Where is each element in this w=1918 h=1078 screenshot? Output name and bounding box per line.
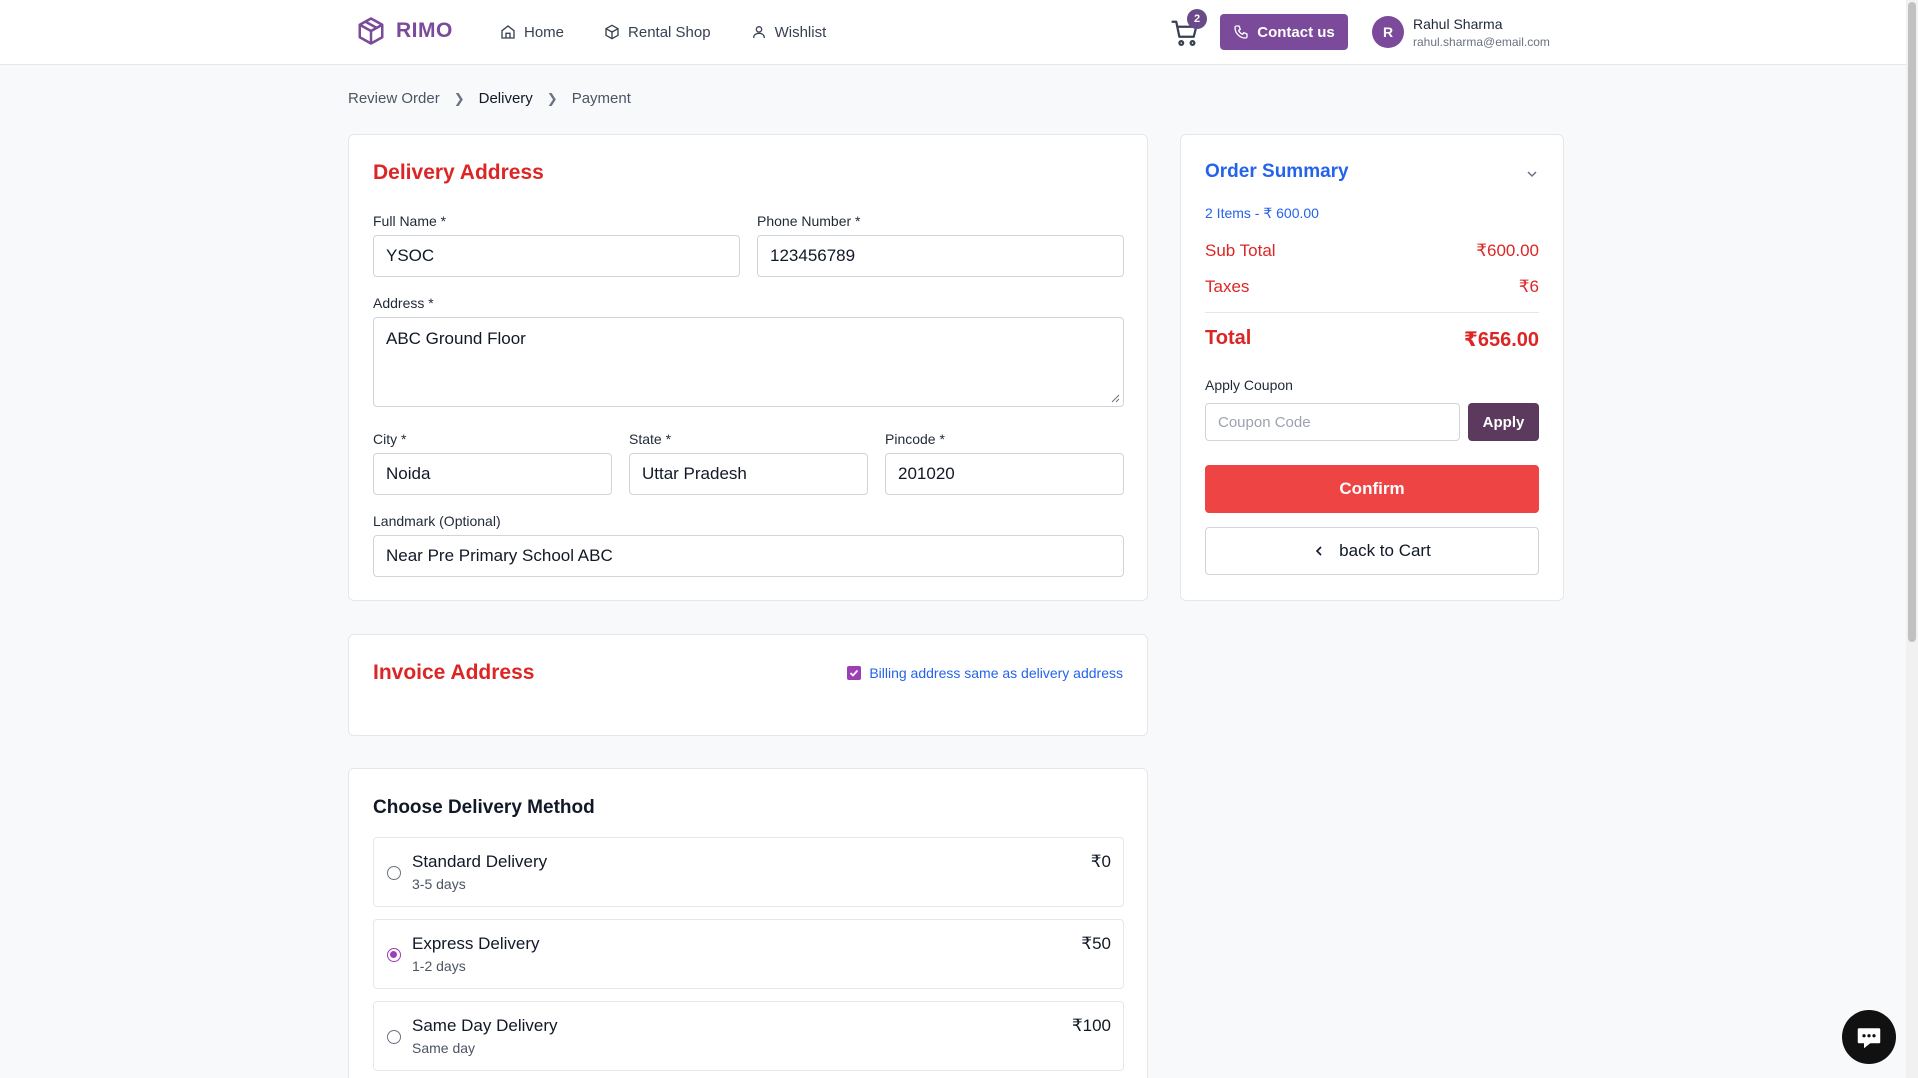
delivery-address-card: Delivery Address Full Name * YSOC Phone … — [348, 134, 1148, 601]
same-day-delivery-radio[interactable] — [387, 1030, 401, 1044]
contact-us-label: Contact us — [1257, 23, 1335, 41]
confirm-button[interactable]: Confirm — [1205, 465, 1539, 513]
billing-same-toggle[interactable]: Billing address same as delivery address — [847, 665, 1123, 681]
billing-same-label: Billing address same as delivery address — [869, 665, 1123, 681]
phone-number-field[interactable]: 123456789 — [757, 235, 1124, 277]
delivery-option-same-day[interactable]: Same Day Delivery Same day ₹100 — [373, 1001, 1124, 1071]
scrollbar-thumb[interactable] — [1908, 2, 1916, 642]
phone-icon — [1234, 25, 1248, 39]
chevron-right-icon: ❯ — [546, 90, 558, 106]
breadcrumb-delivery[interactable]: Delivery — [478, 90, 533, 107]
breadcrumb-payment[interactable]: Payment — [571, 90, 631, 107]
delivery-option-express[interactable]: Express Delivery 1-2 days ₹50 — [373, 919, 1124, 989]
total-value: ₹656.00 — [1463, 329, 1539, 351]
billing-same-checkbox[interactable] — [847, 666, 862, 680]
landmark-field[interactable]: Near Pre Primary School ABC — [373, 535, 1124, 577]
delivery-option-standard[interactable]: Standard Delivery 3-5 days ₹0 — [373, 837, 1124, 907]
apply-coupon-button[interactable]: Apply — [1468, 403, 1539, 441]
same-day-delivery-name: Same Day Delivery — [412, 1016, 558, 1035]
address-value: ABC Ground Floor — [386, 329, 526, 348]
page-scrollbar[interactable] — [1906, 0, 1918, 1078]
main-nav: Home Rental Shop Wishlist — [500, 0, 826, 64]
breadcrumb-review-order[interactable]: Review Order — [348, 90, 440, 107]
chat-support-button[interactable] — [1842, 1010, 1896, 1064]
nav-home-label: Home — [524, 23, 565, 41]
delivery-method-card: Choose Delivery Method Standard Delivery… — [348, 768, 1148, 1078]
same-day-delivery-price: ₹100 — [1071, 1016, 1111, 1035]
full-name-label: Full Name * — [373, 213, 447, 229]
city-field[interactable]: Noida — [373, 453, 612, 495]
chevron-left-icon — [1316, 546, 1322, 556]
brand-name: RIMO — [396, 19, 453, 42]
express-delivery-time: 1-2 days — [412, 958, 466, 974]
coupon-code-input[interactable] — [1205, 403, 1460, 441]
back-to-cart-button[interactable]: back to Cart — [1205, 527, 1539, 575]
brand-logo[interactable]: RIMO — [356, 16, 453, 46]
invoice-address-card: Invoice Address Billing address same as … — [348, 634, 1148, 736]
subtotal-row: Sub Total ₹600.00 — [1205, 241, 1539, 261]
chat-icon — [1857, 1028, 1881, 1049]
apply-coupon-label: Apply Coupon — [1205, 377, 1293, 393]
city-label: City * — [373, 431, 407, 447]
user-icon — [752, 26, 765, 39]
express-delivery-radio[interactable] — [387, 948, 401, 962]
state-field[interactable]: Uttar Pradesh — [629, 453, 868, 495]
taxes-label: Taxes — [1205, 277, 1250, 296]
express-delivery-price: ₹50 — [1081, 934, 1111, 953]
subtotal-value: ₹600.00 — [1476, 241, 1539, 260]
address-field[interactable]: ABC Ground Floor — [373, 317, 1124, 407]
order-summary-card: Order Summary 2 Items - ₹ 600.00 Sub Tot… — [1180, 134, 1564, 601]
top-navbar: RIMO Home Rental Shop Wishlist 2 Contact… — [0, 0, 1918, 65]
resize-handle-icon[interactable] — [1110, 393, 1120, 403]
box-icon — [605, 24, 619, 40]
nav-home[interactable]: Home — [500, 24, 564, 41]
total-label: Total — [1205, 327, 1252, 349]
nav-rental-shop-label: Rental Shop — [628, 23, 711, 41]
home-icon — [501, 25, 515, 39]
pincode-label: Pincode * — [885, 431, 945, 447]
standard-delivery-price: ₹0 — [1090, 852, 1111, 871]
delivery-method-title: Choose Delivery Method — [373, 797, 595, 818]
standard-delivery-radio[interactable] — [387, 866, 401, 880]
user-email: rahul.sharma@email.com — [1413, 35, 1550, 49]
breadcrumb: Review Order ❯ Delivery ❯ Payment — [348, 90, 631, 107]
back-to-cart-label: back to Cart — [1339, 541, 1431, 560]
cube-logo-icon — [358, 17, 384, 45]
user-name: Rahul Sharma — [1413, 16, 1503, 32]
standard-delivery-name: Standard Delivery — [412, 852, 548, 871]
phone-number-label: Phone Number * — [757, 213, 861, 229]
taxes-value: ₹6 — [1518, 277, 1539, 296]
full-name-field[interactable]: YSOC — [373, 235, 740, 277]
standard-delivery-time: 3-5 days — [412, 876, 466, 892]
total-row: Total ₹656.00 — [1205, 327, 1539, 352]
chevron-down-icon[interactable] — [1525, 167, 1539, 181]
address-label: Address * — [373, 295, 434, 311]
delivery-address-title: Delivery Address — [373, 161, 544, 184]
invoice-address-title: Invoice Address — [373, 661, 535, 684]
nav-wishlist[interactable]: Wishlist — [751, 23, 827, 41]
same-day-delivery-time: Same day — [412, 1040, 476, 1056]
order-summary-title: Order Summary — [1205, 161, 1349, 182]
cart-count-badge: 2 — [1187, 9, 1207, 29]
state-label: State * — [629, 431, 672, 447]
order-items-count: 2 Items - ₹ 600.00 — [1205, 205, 1319, 221]
avatar[interactable]: R — [1372, 16, 1404, 48]
nav-wishlist-label: Wishlist — [774, 23, 827, 41]
nav-rental-shop[interactable]: Rental Shop — [604, 24, 711, 41]
taxes-row: Taxes ₹6 — [1205, 277, 1539, 297]
summary-divider — [1205, 312, 1539, 313]
subtotal-label: Sub Total — [1205, 241, 1276, 260]
chevron-right-icon: ❯ — [453, 90, 465, 106]
pincode-field[interactable]: 201020 — [885, 453, 1124, 495]
contact-us-button[interactable]: Contact us — [1220, 14, 1348, 50]
check-icon — [850, 669, 859, 677]
landmark-label: Landmark (Optional) — [373, 513, 501, 529]
express-delivery-name: Express Delivery — [412, 934, 540, 953]
